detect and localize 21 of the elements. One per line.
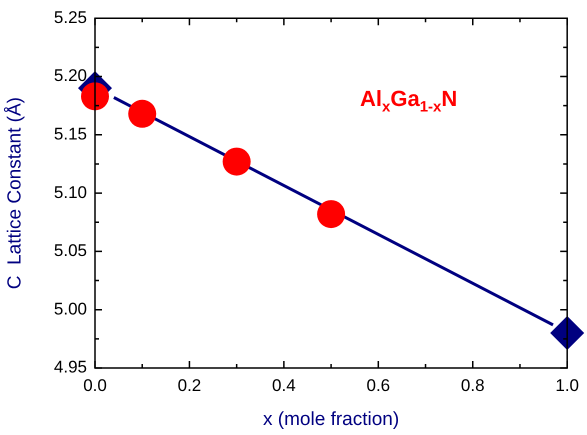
point: [550, 316, 584, 350]
x-tick-label: 0.2: [178, 376, 202, 395]
x-tick-label: 0.8: [460, 376, 485, 395]
x-tick-label: 0.4: [272, 376, 296, 395]
y-tick-label: 5.25: [54, 8, 87, 27]
annotation: Al$_{x}$Ga$_{1-x}$N: [360, 86, 458, 116]
y-tick-label: 5.00: [54, 299, 87, 318]
x-tick-label: 0.6: [366, 376, 390, 395]
y-axis-title: C Lattice Constant (Å): [4, 97, 26, 290]
x-tick-label: 0.0: [83, 376, 107, 395]
point: [128, 100, 156, 128]
point: [317, 200, 346, 228]
x-axis-title: x (mole fraction): [262, 408, 400, 430]
y-tick-label: 5.10: [54, 182, 87, 202]
point: [222, 148, 251, 176]
y-tick-label: 5.20: [54, 66, 87, 86]
point: [81, 82, 109, 110]
y-tick-label: 4.95: [54, 358, 87, 377]
y-tick-label: 5.15: [54, 124, 87, 144]
x-tick-label: 1.0: [555, 376, 580, 395]
y-tick-label: 5.05: [54, 241, 87, 260]
